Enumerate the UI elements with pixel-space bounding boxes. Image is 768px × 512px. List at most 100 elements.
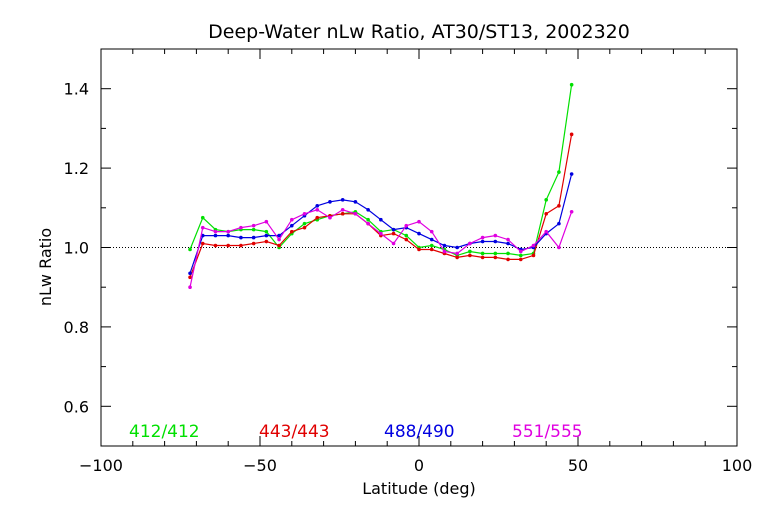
data-point [379, 217, 383, 222]
data-point [404, 223, 409, 228]
data-point [480, 255, 485, 260]
y-axis-label: nLw Ratio [36, 228, 55, 306]
data-point [531, 253, 536, 258]
legend-entry: 551/555 [512, 422, 583, 442]
x-tick-label: 100 [722, 456, 753, 475]
data-point [455, 251, 459, 256]
data-point [315, 204, 320, 208]
data-point [239, 225, 243, 230]
data-point [468, 241, 472, 246]
series-group [188, 82, 574, 290]
data-point [518, 253, 523, 258]
data-point [200, 225, 205, 230]
data-point [264, 219, 269, 224]
y-axis-ticks [101, 48, 737, 447]
data-point [264, 239, 269, 244]
x-axis-ticks [100, 49, 738, 446]
data-point [302, 225, 307, 230]
data-point [290, 223, 294, 228]
data-point [353, 200, 358, 204]
data-point [188, 285, 192, 290]
data-point [480, 235, 485, 240]
data-point [302, 211, 307, 216]
y-tick-label: 1.0 [64, 239, 89, 258]
data-point [226, 229, 230, 234]
data-point [290, 229, 294, 234]
data-point [340, 211, 345, 216]
data-point [468, 249, 472, 254]
data-point [277, 233, 281, 238]
x-tick-label: −100 [79, 456, 123, 475]
data-point [353, 211, 358, 216]
data-point [569, 82, 574, 87]
data-point [404, 237, 409, 242]
data-point [226, 243, 230, 248]
x-axis-label: Latitude (deg) [362, 479, 476, 498]
plot-area [100, 48, 738, 447]
data-point [531, 243, 536, 248]
data-point [429, 229, 434, 234]
data-point [188, 247, 192, 252]
legend-entry: 443/443 [259, 422, 330, 442]
y-axis-tick-labels: 0.6 0.8 1.0 1.2 1.4 [64, 80, 89, 417]
data-point [302, 221, 307, 226]
data-point [251, 235, 256, 240]
data-point [506, 237, 510, 242]
data-point [366, 221, 370, 226]
data-point [379, 231, 383, 236]
data-point [366, 207, 370, 212]
data-point [239, 243, 243, 248]
data-point [264, 233, 269, 238]
data-point [213, 229, 218, 234]
x-tick-label: 0 [414, 456, 424, 475]
data-point [213, 243, 218, 248]
data-point [544, 211, 548, 216]
data-point [200, 241, 205, 246]
legend-entry: 412/412 [129, 422, 200, 442]
series [188, 207, 574, 290]
data-point [417, 219, 421, 224]
data-point [315, 207, 320, 212]
data-point [557, 170, 561, 174]
data-point [251, 223, 256, 228]
data-point [290, 217, 294, 222]
data-point [188, 275, 192, 280]
data-point [366, 217, 370, 222]
data-point [213, 233, 218, 238]
data-point [315, 215, 320, 220]
y-tick-label: 0.8 [64, 318, 89, 337]
data-point [226, 233, 230, 238]
data-point [455, 245, 459, 250]
x-tick-label: −50 [243, 456, 277, 475]
data-point [557, 245, 561, 250]
data-point [544, 229, 548, 234]
y-tick-label: 0.6 [64, 397, 89, 416]
data-point [442, 243, 447, 248]
data-point [493, 239, 498, 244]
data-point [251, 227, 256, 232]
data-point [417, 247, 421, 252]
data-point [264, 229, 269, 234]
legend-entry: 488/490 [384, 422, 455, 442]
data-point [569, 172, 574, 176]
data-point [493, 255, 498, 260]
data-point [239, 235, 243, 240]
data-point [391, 227, 396, 232]
data-point [506, 251, 510, 256]
chart-title: Deep-Water nLw Ratio, AT30/ST13, 2002320 [208, 21, 630, 43]
data-point [429, 243, 434, 248]
y-tick-label: 1.4 [64, 80, 89, 99]
data-point [569, 132, 574, 137]
data-point [277, 243, 281, 248]
data-point [417, 231, 421, 236]
data-point [506, 257, 510, 262]
data-point [442, 249, 447, 254]
data-point [493, 233, 498, 238]
data-point [340, 198, 345, 202]
data-point [429, 237, 434, 242]
data-point [557, 221, 561, 226]
data-point [251, 241, 256, 246]
data-point [404, 233, 409, 238]
